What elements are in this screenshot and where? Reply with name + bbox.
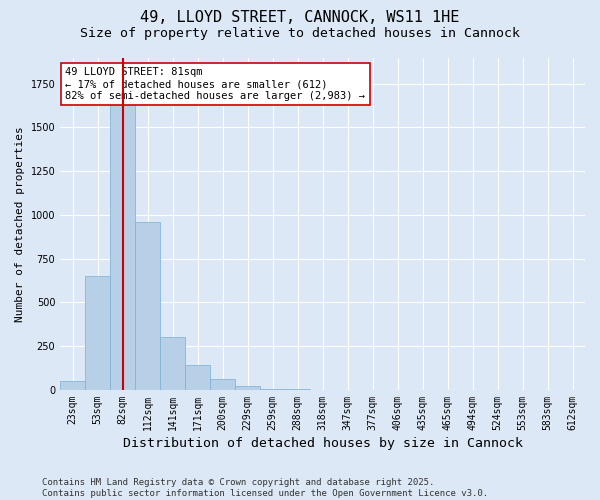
Text: Contains HM Land Registry data © Crown copyright and database right 2025.
Contai: Contains HM Land Registry data © Crown c… [42,478,488,498]
Bar [60,381,85,390]
Bar [185,366,210,390]
Bar [135,222,160,390]
Text: Size of property relative to detached houses in Cannock: Size of property relative to detached ho… [80,28,520,40]
Bar [260,389,285,390]
X-axis label: Distribution of detached houses by size in Cannock: Distribution of detached houses by size … [122,437,523,450]
Text: 49, LLOYD STREET, CANNOCK, WS11 1HE: 49, LLOYD STREET, CANNOCK, WS11 1HE [140,10,460,25]
Bar [85,276,110,390]
Bar [160,338,185,390]
Bar [235,386,260,390]
Y-axis label: Number of detached properties: Number of detached properties [15,126,25,322]
Text: 49 LLOYD STREET: 81sqm
← 17% of detached houses are smaller (612)
82% of semi-de: 49 LLOYD STREET: 81sqm ← 17% of detached… [65,68,365,100]
Bar [210,380,235,390]
Bar [110,92,135,390]
